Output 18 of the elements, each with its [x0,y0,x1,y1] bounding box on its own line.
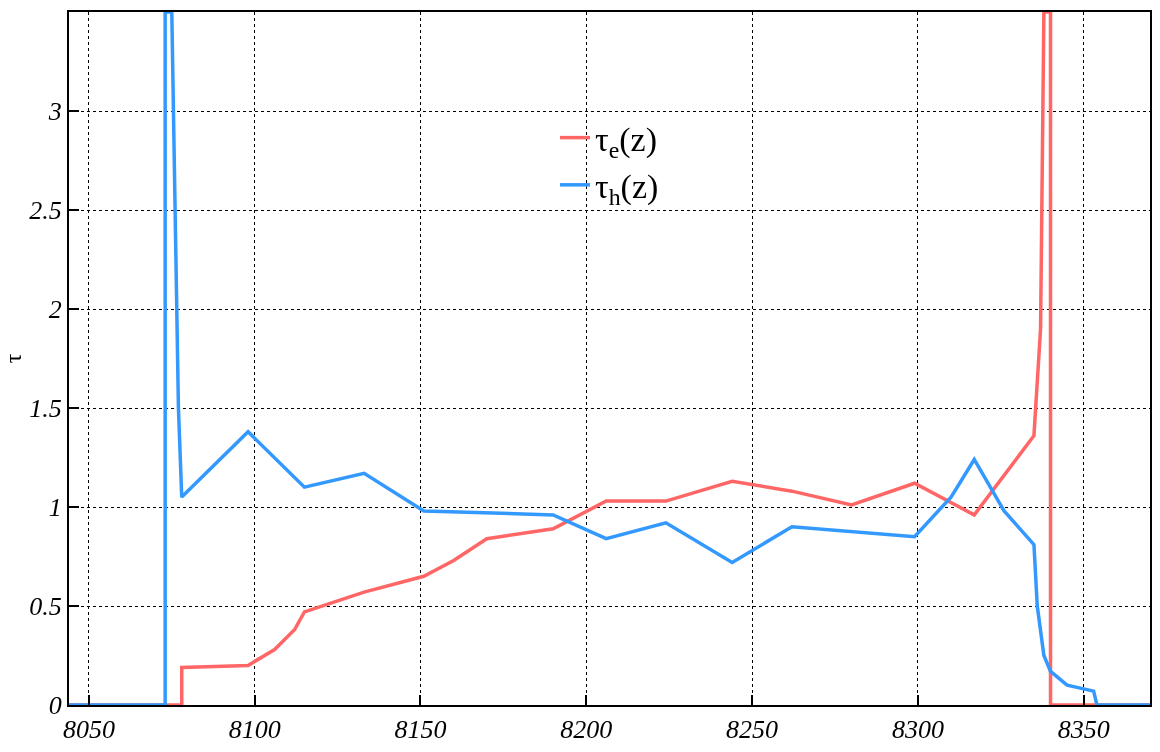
x-tick-label: 8150 [394,715,447,745]
y-tick-label: 2.5 [29,196,62,226]
x-tick-label: 8300 [891,715,944,745]
y-tick-label: 2 [48,295,62,325]
y-tick-label: 3 [47,97,62,127]
line-series [69,12,1150,705]
x-tick-label: 8350 [1057,715,1110,745]
y-tick-label: 0 [48,691,62,721]
y-axis-title: τ [0,353,26,364]
x-tick-label: 8250 [726,715,779,745]
legend-label: τ$_{h}$(z) [595,168,659,211]
x-tick-label: 8100 [228,715,281,745]
legend-label: τ$_{e}$(z) [595,120,657,164]
x-tick-label: 8200 [560,715,613,745]
y-tick-label: 1 [48,493,62,523]
y-tick-label: 0.5 [29,592,62,622]
y-tick-label: 1.5 [29,394,62,424]
x-tick-label: 8050 [62,715,115,745]
